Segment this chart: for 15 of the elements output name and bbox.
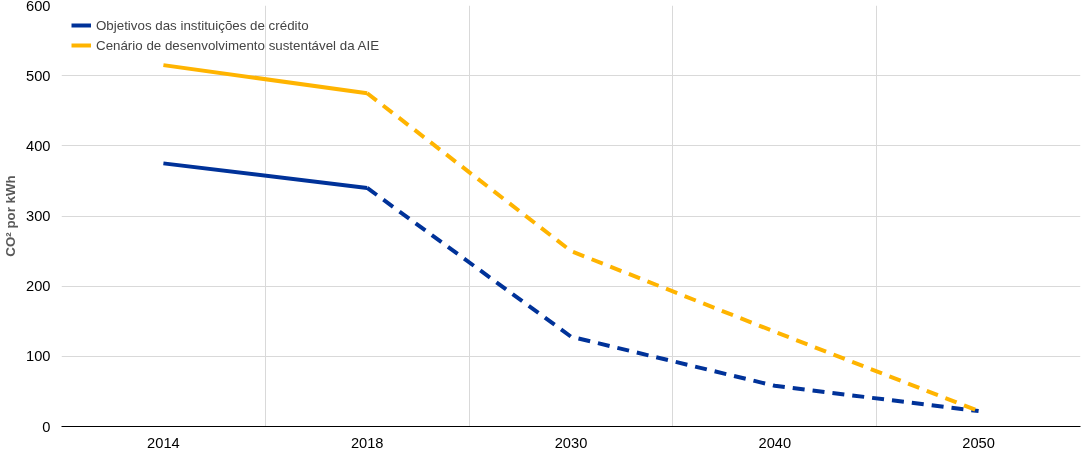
y-tick-label: 400 — [26, 137, 51, 154]
y-tick-label: 600 — [26, 0, 51, 14]
y-tick-label: 300 — [26, 208, 51, 224]
y-tick-label: 100 — [26, 348, 51, 365]
x-tick-label: 2030 — [554, 434, 588, 451]
legend-label: Cenário de desenvolvimento sustentável da AIE — [96, 37, 380, 53]
x-tick-label: 2050 — [962, 434, 995, 451]
x-tick-label: 2040 — [758, 434, 792, 451]
y-tick-label: 200 — [26, 278, 51, 295]
legend-label: Objetivos das instituições de crédito — [96, 17, 309, 33]
x-tick-label: 2018 — [350, 434, 384, 451]
y-tick-label: 0 — [42, 418, 51, 435]
y-axis-title: CO² por kWh — [3, 175, 19, 257]
y-tick-label: 500 — [26, 67, 51, 84]
x-tick-label: 2014 — [147, 434, 180, 451]
